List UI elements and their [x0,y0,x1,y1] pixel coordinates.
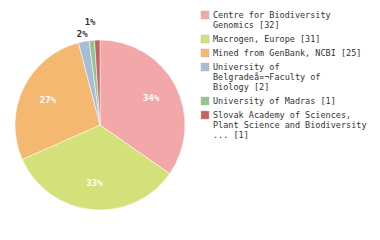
pie-slice [95,40,100,125]
pie-slice [78,41,100,125]
data-label: 27% [40,95,57,105]
legend-swatch [201,11,209,19]
legend-label: Macrogen, Europe [31] [213,34,320,44]
data-label: 34% [143,93,160,103]
data-label: 1% [85,17,96,27]
pie-slice [89,40,100,125]
data-labels: 34% 33% 27% 2% 1% [40,17,160,187]
legend-swatch [201,111,209,119]
legend: Centre for BiodiversityGenomics [32] Macr… [201,10,367,140]
legend-swatch [201,49,209,57]
legend-swatch [201,97,209,105]
data-label: 2% [77,29,88,39]
legend-label: University of Madras [1] [213,96,336,106]
legend-label: University ofBelgradeå¤¬Faculty ofBiolog… [213,62,320,92]
legend-swatch [201,63,209,71]
data-label: 33% [86,178,103,188]
pie [15,40,185,210]
legend-swatch [201,35,209,43]
legend-label: Mined from GenBank, NCBI [25] [213,48,361,58]
chart: 34% 33% 27% 2% 1% Centre for BiodiversityGeno… [0,0,380,240]
legend-label: Centre for BiodiversityGenomics [32] [213,10,331,30]
legend-label: Slovak Academy of Sciences,Plant Science… [213,110,367,140]
